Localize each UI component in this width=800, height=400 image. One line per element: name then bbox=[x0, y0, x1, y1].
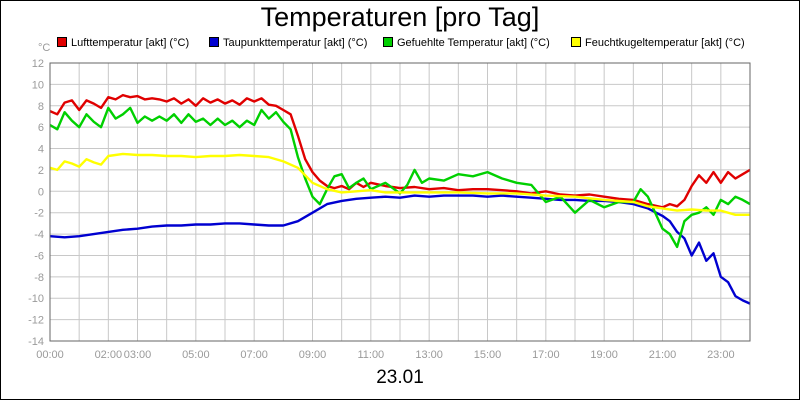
legend-item-gefuehlte-temperatur: Gefuehlte Temperatur [akt] (°C) bbox=[383, 37, 550, 49]
y-tick-label: -2 bbox=[34, 208, 44, 220]
legend-swatch bbox=[209, 37, 219, 47]
y-tick-label: 10 bbox=[32, 79, 44, 91]
legend-item-taupunkttemperatur: Taupunkttemperatur [akt] (°C) bbox=[209, 37, 367, 49]
x-tick-label: 05:00 bbox=[182, 349, 210, 361]
legend-label: Lufttemperatur [akt] (°C) bbox=[71, 37, 190, 49]
x-tick-label: 11:00 bbox=[357, 349, 384, 361]
x-tick-label: 13:00 bbox=[415, 349, 443, 361]
grid bbox=[49, 62, 751, 342]
legend-item-lufttemperatur: Lufttemperatur [akt] (°C) bbox=[57, 37, 189, 49]
x-tick-label: 17:00 bbox=[532, 349, 560, 361]
y-tick-label: 6 bbox=[38, 122, 44, 134]
series-lines bbox=[49, 93, 751, 305]
series-line-taupunkttemperatur bbox=[49, 194, 751, 305]
y-tick-label: 0 bbox=[38, 186, 44, 198]
x-tick-label: 23:00 bbox=[707, 349, 735, 361]
legend-swatch bbox=[383, 37, 393, 47]
legend-item-feuchtkugeltemperatur: Feuchtkugeltemperatur [akt] (°C) bbox=[571, 37, 745, 49]
legend-label: Feuchtkugeltemperatur [akt] (°C) bbox=[585, 37, 745, 49]
x-tick-label: 07:00 bbox=[240, 349, 268, 361]
x-tick-label: 19:00 bbox=[590, 349, 618, 361]
plot-border bbox=[49, 62, 751, 342]
x-tick-label: 02:00 bbox=[95, 349, 123, 361]
y-tick-label: -4 bbox=[34, 229, 44, 241]
x-tick-label: 00:00 bbox=[36, 349, 64, 361]
y-tick-label: -12 bbox=[28, 315, 44, 327]
series-line-feuchtkugeltemperatur bbox=[49, 152, 750, 216]
y-tick-label: -8 bbox=[34, 272, 44, 284]
y-tick-label: -14 bbox=[28, 336, 44, 348]
x-tick-label: 09:00 bbox=[299, 349, 327, 361]
legend-label: Taupunkttemperatur [akt] (°C) bbox=[223, 37, 368, 49]
y-axis-unit: °C bbox=[38, 42, 50, 54]
y-tick-label: 12 bbox=[32, 58, 44, 70]
legend-swatch bbox=[571, 37, 581, 47]
y-tick-label: 2 bbox=[38, 165, 44, 177]
chart-title: Temperaturen [pro Tag] bbox=[260, 2, 540, 32]
legend-label: Gefuehlte Temperatur [akt] (°C) bbox=[397, 37, 550, 49]
legend-swatch bbox=[57, 37, 67, 47]
y-tick-label: 4 bbox=[38, 144, 44, 156]
y-tick-label: -6 bbox=[34, 250, 44, 262]
x-tick-label: 03:00 bbox=[124, 349, 152, 361]
y-tick-label: -10 bbox=[28, 293, 44, 305]
x-tick-label: 21:00 bbox=[649, 349, 677, 361]
y-tick-label: 8 bbox=[38, 101, 44, 113]
x-tick-label: 15:00 bbox=[474, 349, 502, 361]
x-axis-date-label: 23.01 bbox=[376, 367, 424, 388]
